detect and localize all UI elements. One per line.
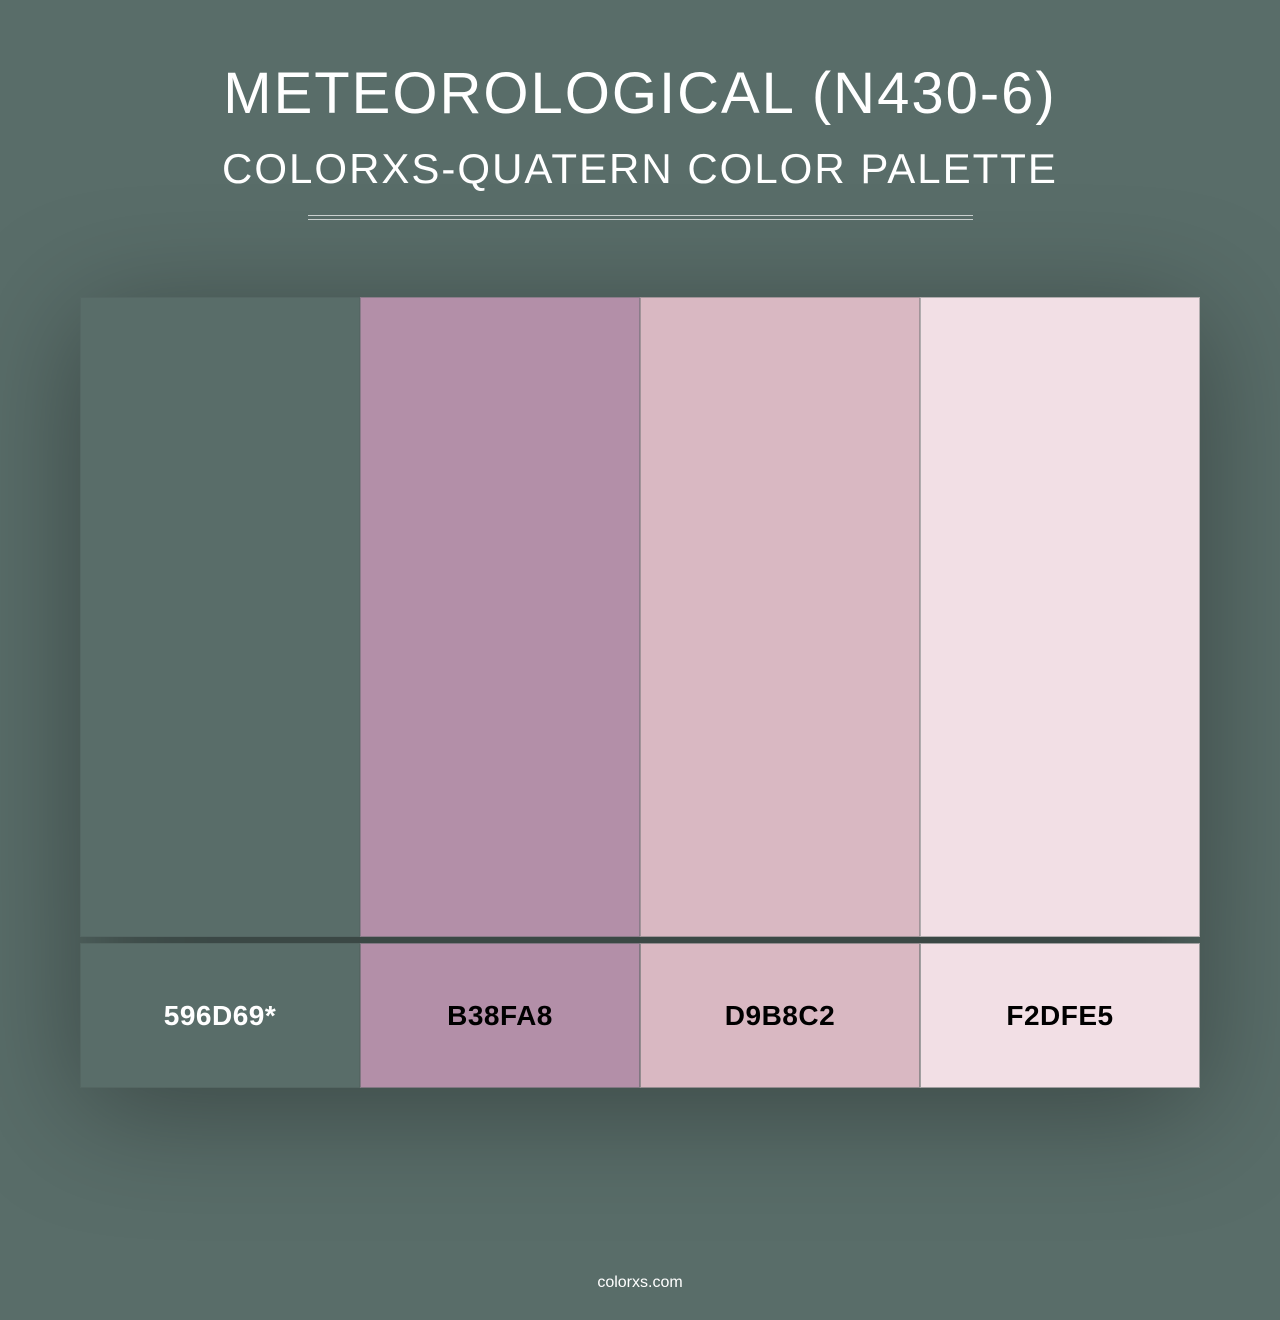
footer-credit: colorxs.com (0, 1274, 1280, 1292)
label-2: D9B8C2 (640, 943, 920, 1088)
label-3: F2DFE5 (920, 943, 1200, 1088)
swatch-0 (80, 297, 360, 937)
swatch-row (80, 297, 1200, 937)
palette: 596D69* B38FA8 D9B8C2 F2DFE5 (80, 297, 1200, 1088)
label-0: 596D69* (80, 943, 360, 1088)
swatch-2 (640, 297, 920, 937)
title-block: METEOROLOGICAL (N430-6) COLORXS-QUATERN … (0, 0, 1280, 220)
title-divider (308, 215, 973, 220)
main-title: METEOROLOGICAL (N430-6) (0, 60, 1280, 127)
swatch-1 (360, 297, 640, 937)
sub-title: COLORXS-QUATERN COLOR PALETTE (0, 145, 1280, 193)
label-row: 596D69* B38FA8 D9B8C2 F2DFE5 (80, 937, 1200, 1088)
swatch-3 (920, 297, 1200, 937)
label-1: B38FA8 (360, 943, 640, 1088)
